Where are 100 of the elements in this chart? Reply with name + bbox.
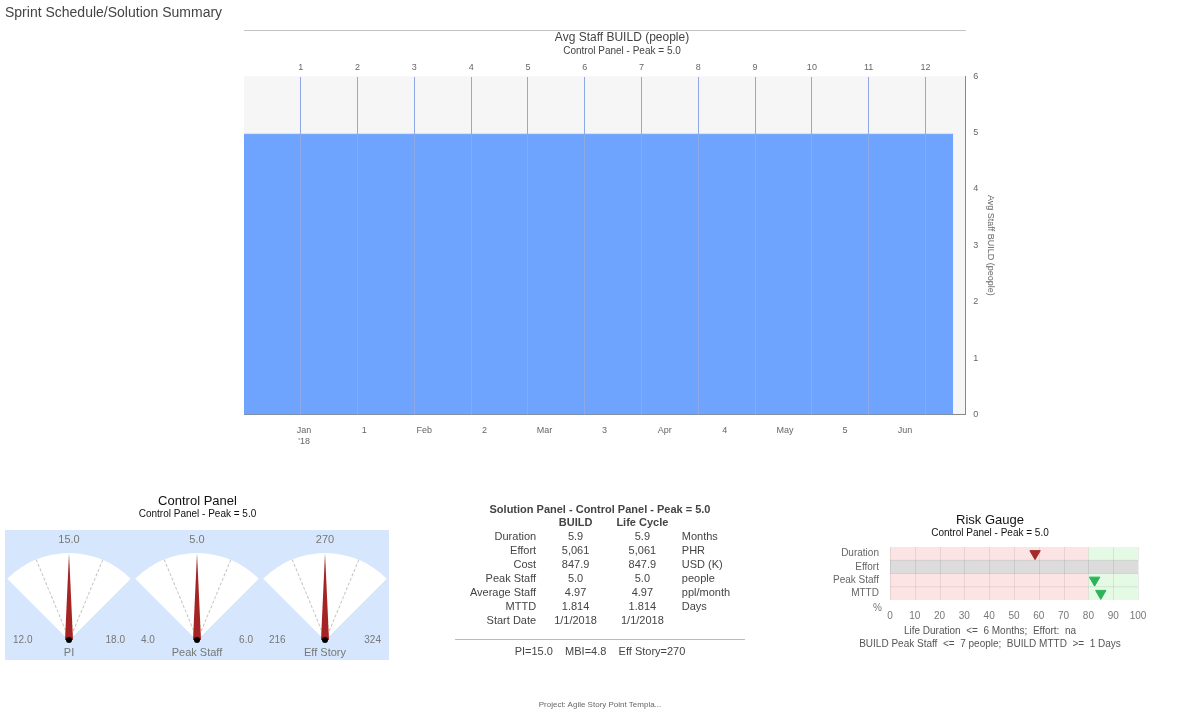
- chart-subtitle: Control Panel - Peak = 5.0: [563, 45, 682, 57]
- x-tick-label: 4: [722, 425, 728, 436]
- x-tick-label: 60: [1033, 609, 1045, 621]
- x-tick-label: 30: [958, 609, 971, 621]
- text: Life Duration <= 6 Months; Effort: na: [902, 624, 1078, 637]
- text: Solution Panel - Control Panel - Peak = 5.0: [488, 503, 712, 515]
- text: 12.0: [13, 633, 33, 647]
- x2-tick-label: 11: [863, 62, 874, 73]
- text: 6.0: [239, 633, 253, 647]
- text: 15.0: [57, 532, 81, 546]
- x-tick-label: 40: [983, 609, 996, 621]
- text: Control Panel: [157, 493, 238, 508]
- text: Peak Staff: [170, 645, 224, 659]
- category-label: Duration: [494, 530, 537, 542]
- text: 1/1/2018: [554, 614, 597, 626]
- x2-tick-label: 3: [411, 62, 417, 73]
- category-label: Start Date: [486, 614, 537, 626]
- text: 5.9: [634, 530, 651, 542]
- category-label: PHR: [681, 544, 706, 556]
- text: 5.0: [188, 532, 206, 546]
- text: 847.9: [628, 558, 657, 570]
- x-tick-label: Mar: [536, 425, 553, 436]
- y-tick-label: Effort: [855, 560, 880, 572]
- x-tick-label: 100: [1129, 609, 1147, 621]
- category-label: Peak Staff: [485, 572, 537, 584]
- text: 5.0: [634, 572, 651, 584]
- x2-tick-label: 4: [468, 62, 474, 73]
- text: PI=15.0 MBI=4.8 Eff Story=270: [455, 639, 745, 657]
- text: 216: [269, 633, 286, 647]
- y-axis-title: Avg Staff BUILD (people): [986, 194, 997, 296]
- x-tick-label: Jun: [897, 425, 913, 436]
- y-tick-label: 3: [973, 239, 979, 250]
- category-label: Effort: [510, 544, 537, 556]
- category-label: BUILD: [557, 515, 594, 529]
- text: 4.0: [141, 633, 155, 647]
- x-tick-label: 90: [1107, 609, 1120, 621]
- text: 1.814: [628, 600, 657, 612]
- y-tick-label: Peak Staff: [832, 573, 880, 585]
- x-tick-label: May: [776, 425, 794, 436]
- x-tick-label: 3: [602, 425, 608, 436]
- text: 1/1/2018: [620, 614, 664, 626]
- text: Sprint Schedule/Solution Summary: [5, 4, 223, 20]
- y-tick-label: 6: [973, 70, 979, 81]
- x2-tick-label: 10: [806, 62, 817, 73]
- x-tick-label: 50: [1008, 609, 1020, 621]
- y-tick-label: 5: [973, 127, 979, 138]
- x-tick-label: 2: [481, 425, 487, 436]
- x-axis-title: %: [873, 601, 883, 613]
- y-tick-label: 4: [973, 183, 979, 194]
- x-tick-label: 20: [934, 609, 946, 621]
- x-tick-label: Jan '18: [296, 425, 312, 447]
- y-tick-label: 2: [973, 296, 979, 307]
- chart-subtitle: Control Panel - Peak = 5.0: [930, 527, 1050, 538]
- text: 5,061: [561, 544, 590, 556]
- category-label: ppl/month: [681, 586, 731, 598]
- x2-tick-label: 8: [695, 62, 701, 73]
- x-tick-label: 0: [887, 609, 894, 621]
- text: 4.97: [564, 586, 587, 598]
- category-label: USD (K): [681, 558, 723, 570]
- x2-tick-label: 12: [920, 62, 931, 73]
- text: PI: [62, 645, 76, 659]
- text: BUILD Peak Staff <= 7 people; BUILD MTTD >= 1 Days: [858, 637, 1122, 650]
- text: 1.814: [561, 600, 590, 612]
- y-tick-label: 1: [973, 352, 979, 363]
- x2-tick-label: 7: [639, 62, 645, 73]
- x-tick-label: 5: [842, 425, 848, 436]
- x2-tick-label: 6: [582, 62, 588, 73]
- x-tick-label: 80: [1082, 609, 1095, 621]
- text: 847.9: [561, 558, 590, 570]
- category-label: Months: [681, 530, 718, 542]
- text: 270: [314, 532, 336, 546]
- y-tick-label: MTTD: [851, 587, 879, 599]
- category-label: Average Staff: [469, 586, 537, 598]
- text: 324: [364, 633, 381, 647]
- category-label: MTTD: [505, 600, 537, 612]
- text: 5,061: [628, 544, 657, 556]
- x-tick-label: 10: [909, 609, 921, 621]
- category-label: Cost: [513, 558, 537, 570]
- text: 5.9: [567, 530, 584, 542]
- y-tick-label: 0: [973, 408, 979, 419]
- text: 4.97: [631, 586, 654, 598]
- text: 18.0: [105, 633, 125, 647]
- x-tick-label: Feb: [416, 425, 433, 436]
- x2-tick-label: 9: [752, 62, 758, 73]
- chart-title: Avg Staff BUILD (people): [554, 29, 690, 44]
- x-tick-label: 1: [361, 425, 367, 436]
- text: 5.0: [567, 572, 584, 584]
- x2-tick-label: 1: [298, 62, 304, 73]
- text: Project: Agile Story Point Templa...: [537, 700, 663, 709]
- chart-title: Risk Gauge: [955, 512, 1025, 527]
- x2-tick-label: 2: [355, 62, 361, 73]
- category-label: Life Cycle: [615, 515, 670, 529]
- text: Control Panel - Peak = 5.0: [137, 508, 258, 519]
- x-tick-label: 70: [1058, 609, 1070, 621]
- text: Eff Story: [303, 645, 347, 659]
- category-label: people: [681, 572, 715, 584]
- y-tick-label: Duration: [841, 547, 879, 559]
- category-label: Days: [681, 600, 707, 612]
- x-tick-label: Apr: [657, 425, 672, 436]
- x2-tick-label: 5: [525, 62, 531, 73]
